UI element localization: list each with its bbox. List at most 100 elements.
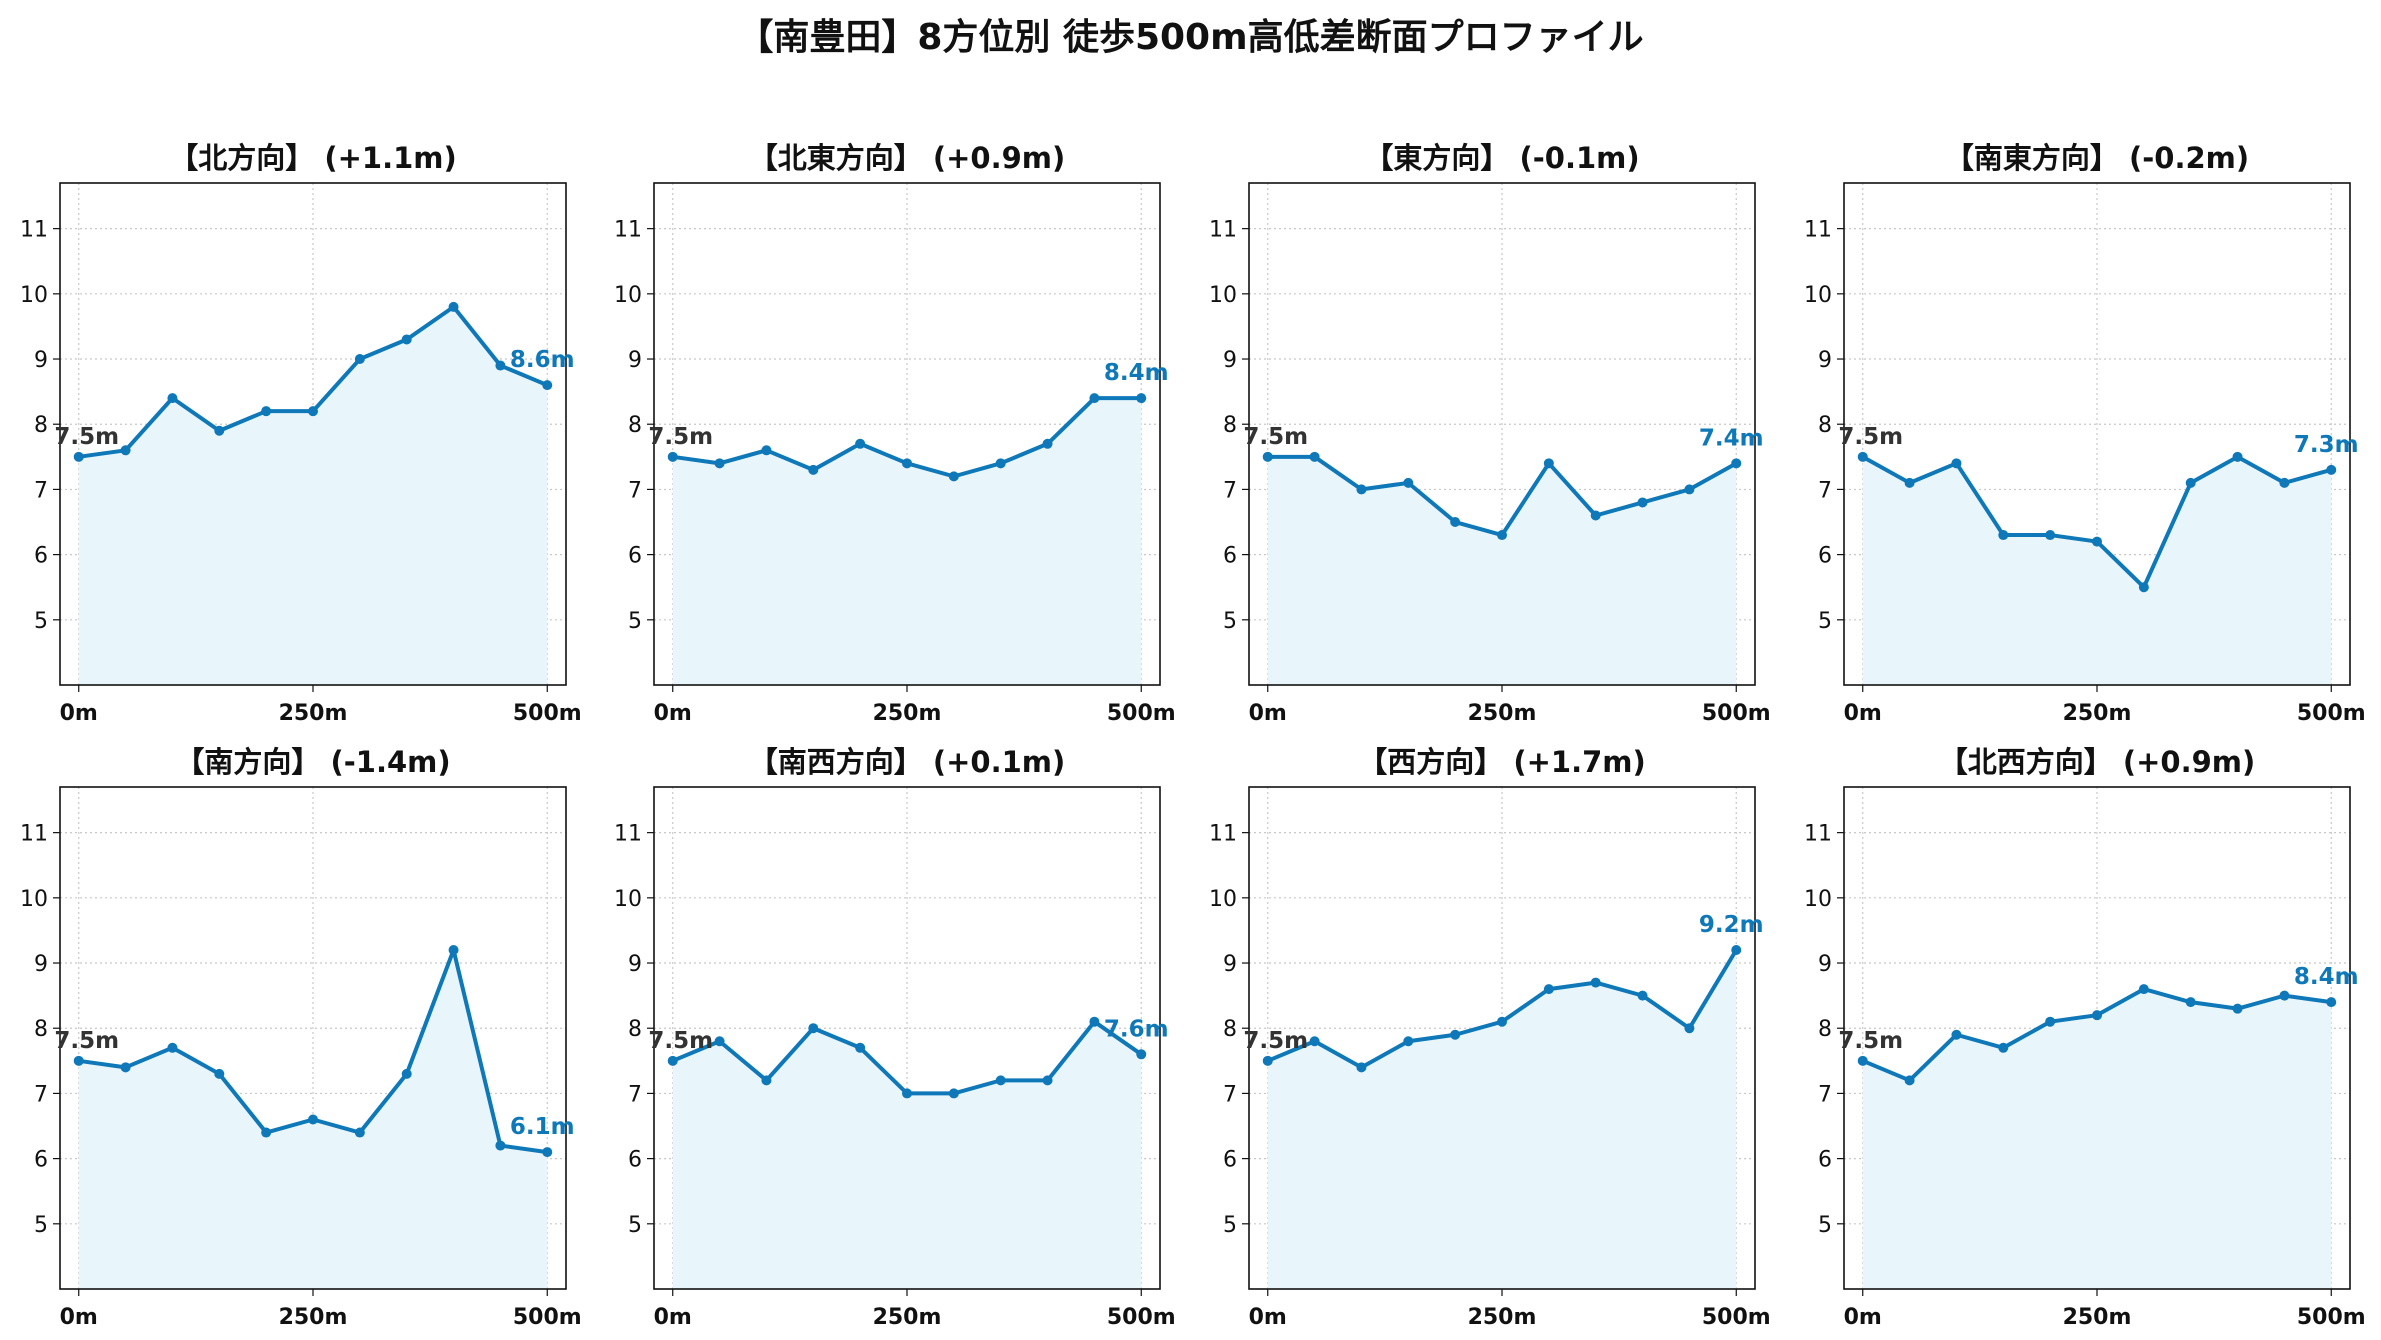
profile-chart: 【北西方向】 (+0.9m) 5 6 7 8 9 10 11 0m 250m 500m 7.5m 8.4… xyxy=(1804,745,2366,1330)
y-tick-label: 7 xyxy=(1223,1082,1237,1107)
data-point xyxy=(1262,1055,1273,1066)
y-tick-label: 9 xyxy=(628,952,642,977)
data-point xyxy=(2092,1010,2102,1021)
data-point xyxy=(2185,477,2196,488)
plot-area: 【西方向】 (+1.7m) 5 6 7 8 9 10 11 0m 250m 500m 7.5m 9.2m xyxy=(1209,745,1771,1330)
panel-title: 【北東方向】 (+0.9m) xyxy=(749,141,1066,175)
y-tick-label: 11 xyxy=(614,218,642,243)
plot-area: 【北方向】 (+1.1m) 5 6 7 8 9 10 11 0m 250m 500m 7.5m 8.6m xyxy=(20,141,582,726)
data-point xyxy=(1543,458,1554,469)
y-tick-label: 9 xyxy=(1818,952,1832,977)
data-point xyxy=(1309,451,1320,462)
data-point xyxy=(1543,984,1554,995)
y-tick-label: 7 xyxy=(628,1082,642,1107)
data-point xyxy=(448,944,459,955)
y-tick-label: 7 xyxy=(1818,478,1832,503)
y-tick-label: 8 xyxy=(34,1017,48,1042)
data-point xyxy=(2138,582,2149,593)
y-tick-label: 10 xyxy=(614,887,642,912)
start-elevation-label: 7.5m xyxy=(1243,1028,1308,1054)
data-point xyxy=(1684,1023,1695,1034)
data-point xyxy=(1403,477,1414,488)
profile-chart: 【南西方向】 (+0.1m) 5 6 7 8 9 10 11 0m 250m 500m 7.5m 7.6… xyxy=(614,745,1176,1330)
elevation-area-fill xyxy=(1267,456,1737,685)
elevation-area-fill xyxy=(672,398,1142,685)
elevation-area-fill xyxy=(672,1021,1142,1289)
data-point xyxy=(667,451,678,462)
end-elevation-label: 6.1m xyxy=(510,1114,575,1140)
y-tick-label: 10 xyxy=(1804,887,1832,912)
plot-frame xyxy=(59,786,567,1290)
x-tick-label: 500m xyxy=(2297,701,2366,726)
data-point xyxy=(1309,1036,1320,1047)
elevation-area-fill xyxy=(78,306,548,685)
data-point xyxy=(354,1127,365,1138)
y-tick-label: 11 xyxy=(20,218,48,243)
x-tick-label: 0m xyxy=(60,1305,98,1330)
y-tick-label: 7 xyxy=(1223,478,1237,503)
plot-frame xyxy=(1843,182,2351,686)
direction-panel: 【南東方向】 (-0.2m) 5 6 7 8 9 10 11 0m 250m 500m 7.5m 7.3… xyxy=(1784,133,2380,735)
y-tick-label: 10 xyxy=(1209,887,1237,912)
panel-title: 【南西方向】 (+0.1m) xyxy=(749,745,1066,779)
data-point xyxy=(2045,530,2056,541)
y-tick-label: 10 xyxy=(1804,283,1832,308)
data-point xyxy=(2232,1003,2243,1014)
data-point xyxy=(2138,984,2149,995)
elevation-area-fill xyxy=(1267,949,1737,1289)
y-tick-label: 8 xyxy=(628,413,642,438)
y-tick-label: 6 xyxy=(1818,544,1832,569)
data-point xyxy=(308,1114,318,1125)
data-point xyxy=(354,354,365,365)
data-point xyxy=(1356,484,1367,495)
x-tick-label: 500m xyxy=(2297,1305,2366,1330)
start-elevation-label: 7.5m xyxy=(1243,424,1308,450)
y-tick-label: 5 xyxy=(628,1213,642,1238)
data-point xyxy=(1136,393,1147,404)
x-tick-label: 500m xyxy=(1107,701,1176,726)
end-elevation-label: 9.2m xyxy=(1699,912,1764,938)
elevation-area-fill xyxy=(78,949,548,1289)
y-tick-label: 7 xyxy=(34,478,48,503)
data-point xyxy=(761,1075,772,1086)
y-tick-label: 6 xyxy=(1223,544,1237,569)
data-point xyxy=(667,1055,678,1066)
plot-frame xyxy=(1843,786,2351,1290)
y-tick-label: 9 xyxy=(34,952,48,977)
data-point xyxy=(855,1042,866,1053)
data-point xyxy=(714,1036,725,1047)
y-tick-label: 9 xyxy=(1223,348,1237,373)
data-point xyxy=(855,438,866,449)
panel-title: 【南方向】 (-1.4m) xyxy=(175,745,450,779)
data-point xyxy=(1904,1075,1915,1086)
data-point xyxy=(120,445,131,456)
data-point xyxy=(214,1068,225,1079)
plot-area: 【北東方向】 (+0.9m) 5 6 7 8 9 10 11 0m 250m 500m 7.5m 8.4… xyxy=(614,141,1176,726)
data-point xyxy=(308,406,318,417)
y-tick-label: 9 xyxy=(1818,348,1832,373)
data-point xyxy=(1951,458,1962,469)
data-point xyxy=(1998,1042,2009,1053)
direction-panel: 【北方向】 (+1.1m) 5 6 7 8 9 10 11 0m 250m 500m 7.5m 8.6m xyxy=(0,133,596,735)
y-tick-label: 6 xyxy=(34,544,48,569)
y-tick-label: 8 xyxy=(1818,1017,1832,1042)
y-tick-label: 11 xyxy=(614,822,642,847)
data-point xyxy=(1590,977,1601,988)
profile-chart: 【東方向】 (-0.1m) 5 6 7 8 9 10 11 0m 250m 500m 7.5m 7.4m xyxy=(1209,141,1771,726)
profile-chart: 【西方向】 (+1.7m) 5 6 7 8 9 10 11 0m 250m 500m 7.5m 9.2m xyxy=(1209,745,1771,1330)
data-point xyxy=(2326,997,2337,1008)
data-point xyxy=(120,1062,131,1073)
data-point xyxy=(2279,477,2290,488)
data-point xyxy=(401,1068,412,1079)
panel-title: 【南東方向】 (-0.2m) xyxy=(1945,141,2249,175)
start-elevation-label: 7.5m xyxy=(1838,1028,1903,1054)
x-tick-label: 0m xyxy=(654,1305,692,1330)
y-tick-label: 8 xyxy=(628,1017,642,1042)
data-point xyxy=(167,393,178,404)
y-tick-label: 10 xyxy=(1209,283,1237,308)
data-point xyxy=(1089,1016,1100,1027)
y-tick-label: 5 xyxy=(34,609,48,634)
x-tick-label: 250m xyxy=(2063,701,2132,726)
start-elevation-label: 7.5m xyxy=(648,1028,713,1054)
data-point xyxy=(167,1042,178,1053)
